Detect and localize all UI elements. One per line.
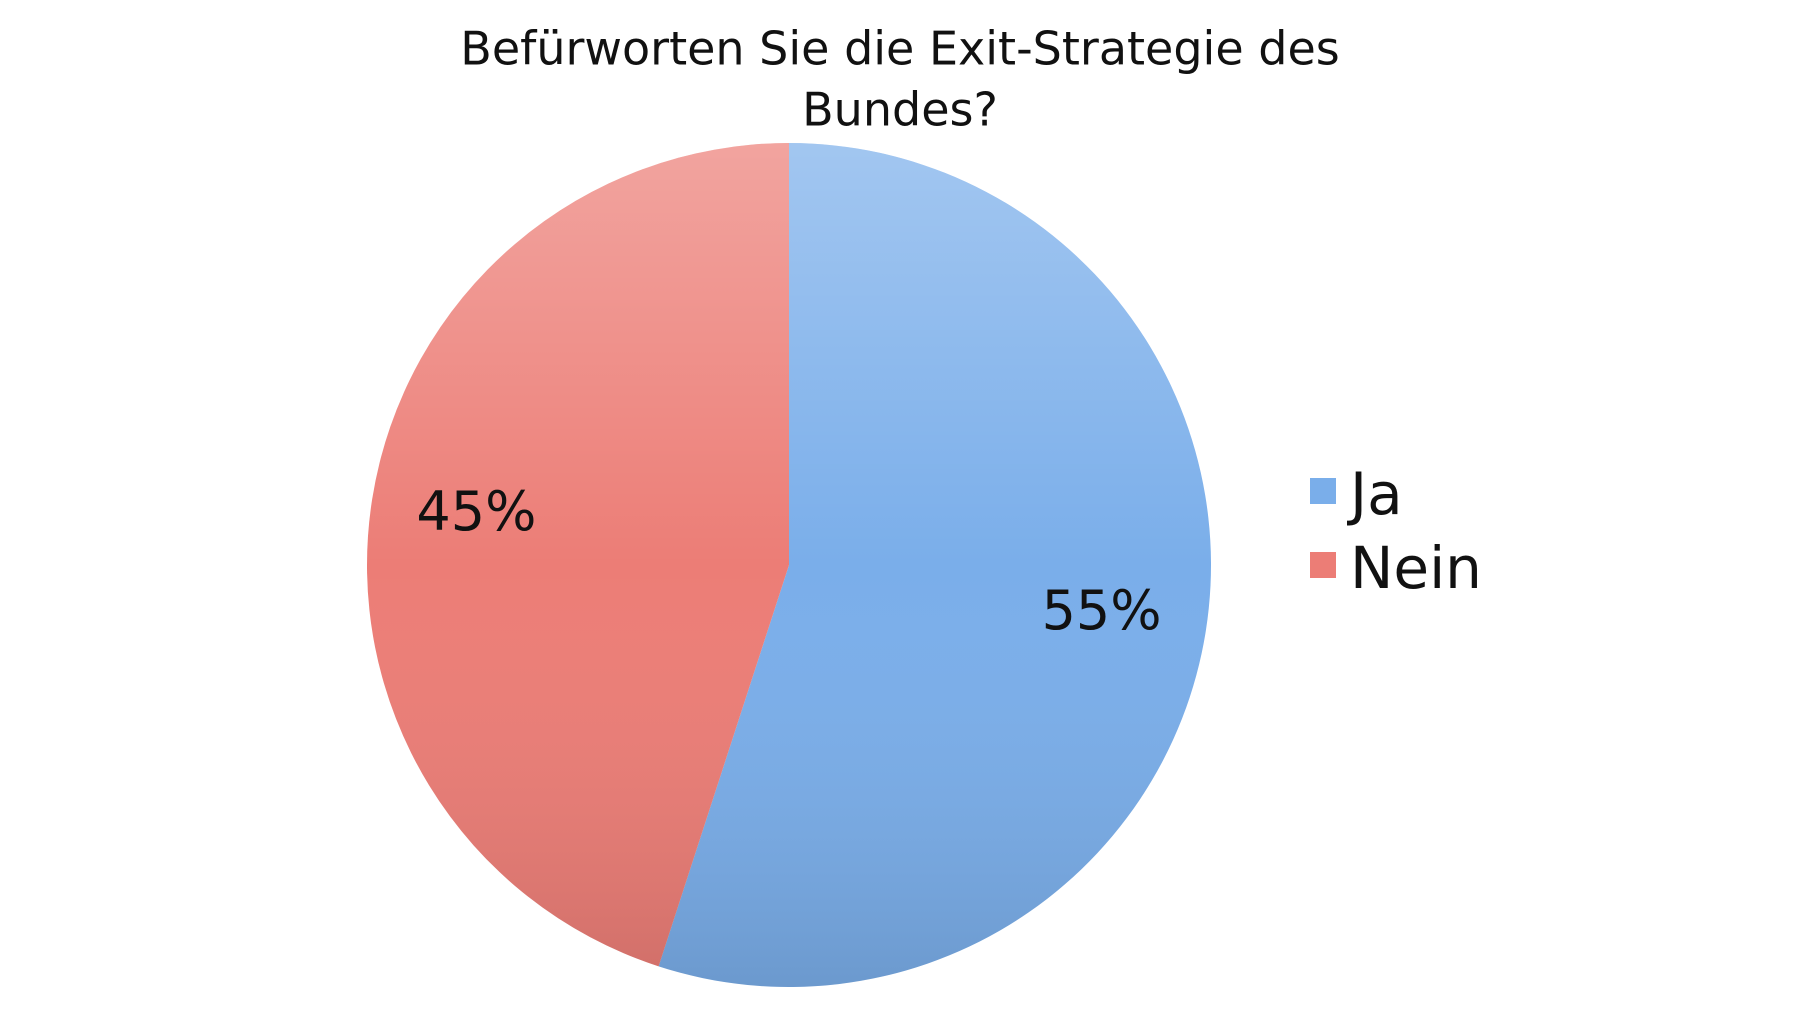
legend-label: Nein <box>1350 534 1482 602</box>
legend-label: Ja <box>1347 460 1403 528</box>
chart-title: Befürworten Sie die Exit-Strategie des <box>460 22 1339 76</box>
chart-title: Bundes? <box>802 83 998 137</box>
legend-swatch <box>1310 552 1336 578</box>
data-label: 45% <box>416 480 536 543</box>
data-label: 55% <box>1042 579 1162 642</box>
legend-swatch <box>1310 478 1336 504</box>
